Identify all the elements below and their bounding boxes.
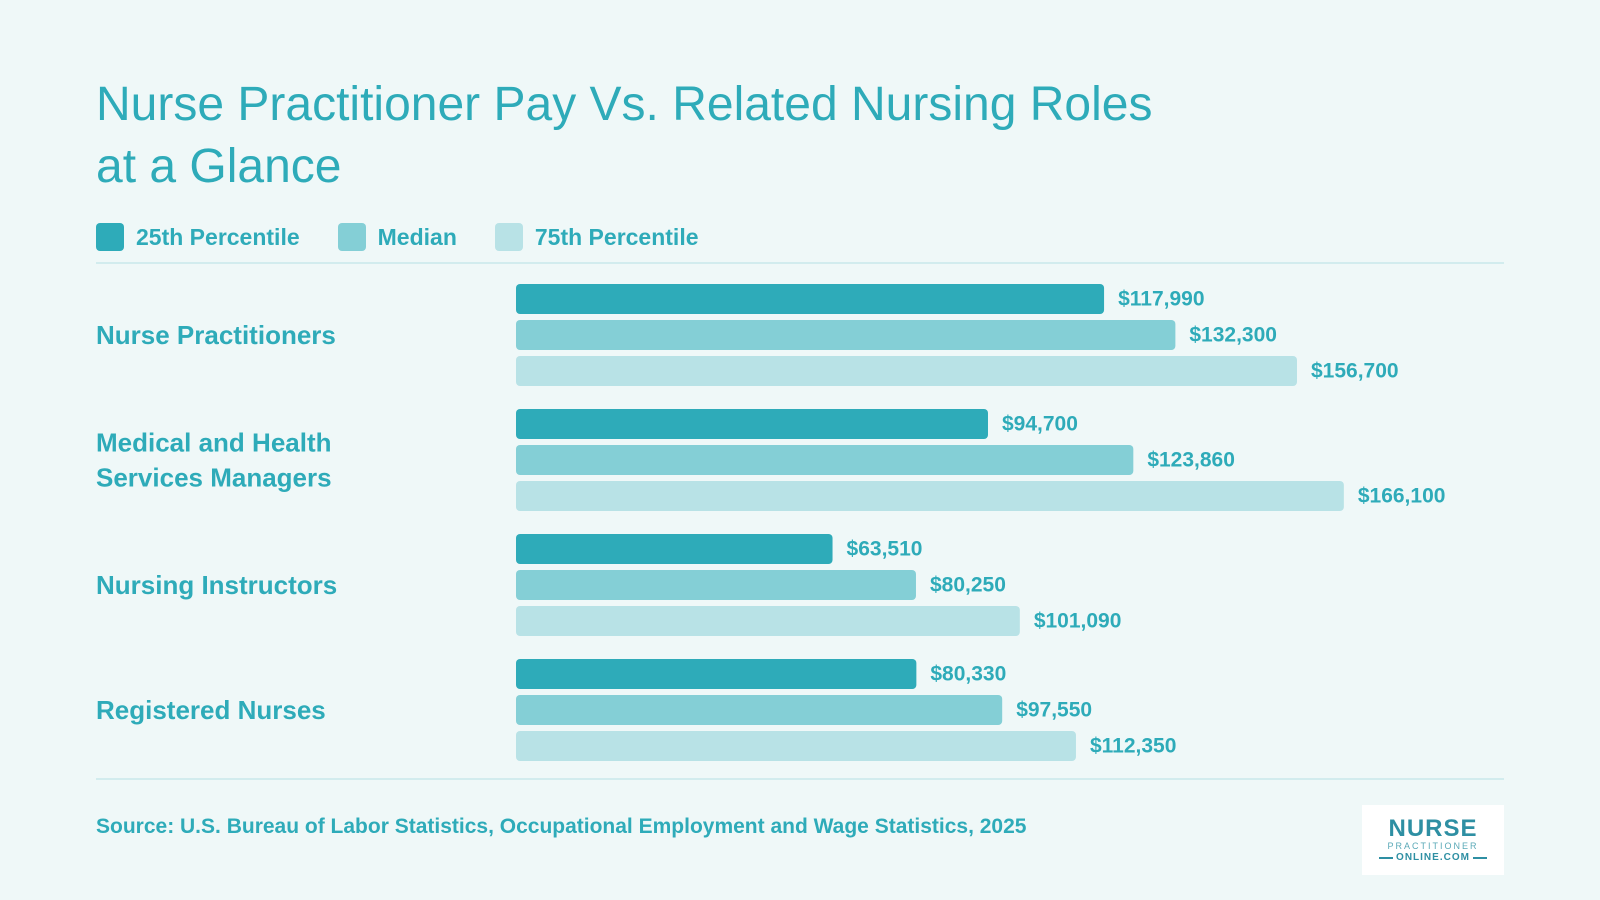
value-label-nurse-practitioners-75th-percentile: $156,700 [1311, 360, 1399, 383]
logo-text-online: ONLINE.COM [1376, 852, 1490, 864]
legend-item-25th-percentile: 25th Percentile [96, 223, 300, 251]
logo-dash-left [1379, 856, 1394, 859]
value-label-medical-and-health-services-managers-25th-percentile: $94,700 [1002, 413, 1078, 436]
value-label-nursing-instructors-25th-percentile: $63,510 [847, 538, 923, 561]
value-label-nurse-practitioners-median: $132,300 [1189, 324, 1277, 347]
value-label-medical-and-health-services-managers-median: $123,860 [1147, 449, 1235, 472]
bar-registered-nurses-median [516, 695, 1003, 725]
bar-nursing-instructors-median [516, 570, 916, 600]
bar-nurse-practitioners-median [516, 320, 1176, 350]
bar-nursing-instructors-25th-percentile [516, 534, 833, 564]
category-label-line-nursing-instructors-1: Nursing Instructors [96, 570, 337, 600]
legend-item-median: Median [337, 223, 457, 251]
value-label-nursing-instructors-75th-percentile: $101,090 [1034, 610, 1122, 633]
category-label-registered-nurses: Registered Nurses [96, 695, 326, 725]
bar-nurse-practitioners-75th-percentile [516, 356, 1297, 386]
bar-medical-and-health-services-managers-25th-percentile [516, 409, 988, 439]
category-label-nurse-practitioners: Nurse Practitioners [96, 320, 336, 350]
chart-title-line-1: Nurse Practitioner Pay Vs. Related Nursi… [96, 78, 1153, 131]
value-label-registered-nurses-median: $97,550 [1016, 699, 1092, 722]
category-label-nursing-instructors: Nursing Instructors [96, 570, 337, 600]
bar-nurse-practitioners-25th-percentile [516, 284, 1105, 314]
logo-text-online-com: ONLINE.COM [1396, 851, 1470, 863]
value-label-medical-and-health-services-managers-75th-percentile: $166,100 [1358, 485, 1446, 508]
bar-medical-and-health-services-managers-median [516, 445, 1134, 475]
value-label-nurse-practitioners-25th-percentile: $117,990 [1118, 288, 1204, 311]
value-label-nursing-instructors-median: $80,250 [930, 574, 1006, 597]
source-note: Source: U.S. Bureau of Labor Statistics,… [96, 815, 1027, 838]
category-label-line-medical-and-health-services-managers-2: Services Managers [96, 463, 332, 493]
legend-label-median: Median [377, 223, 457, 250]
category-label-medical-and-health-services-managers: Medical and Health Services Managers [96, 428, 332, 493]
chart-title-line-2: at a Glance [96, 140, 342, 193]
legend-swatch-median [337, 223, 366, 251]
bar-nursing-instructors-75th-percentile [516, 606, 1020, 636]
value-label-registered-nurses-25th-percentile: $80,330 [930, 663, 1006, 686]
legend-label-75th-percentile: 75th Percentile [534, 223, 699, 250]
chart-title: Nurse Practitioner Pay Vs. Related Nursi… [96, 74, 1396, 198]
bar-registered-nurses-25th-percentile [516, 659, 917, 689]
value-label-registered-nurses-75th-percentile: $112,350 [1090, 735, 1176, 758]
top-divider [96, 262, 1504, 264]
logo-text-nurse: NURSE [1388, 814, 1478, 842]
legend-swatch-75th-percentile [494, 223, 523, 251]
chart-legend: 25th Percentile Median 75th Percentile [96, 222, 737, 252]
bar-medical-and-health-services-managers-75th-percentile [516, 481, 1344, 511]
category-label-line-nurse-practitioners-1: Nurse Practitioners [96, 320, 336, 350]
bottom-divider [96, 778, 1504, 780]
logo-dash-right [1472, 856, 1487, 859]
legend-swatch-25th-percentile [96, 223, 124, 251]
legend-item-75th-percentile: 75th Percentile [494, 223, 699, 251]
bar-registered-nurses-75th-percentile [516, 731, 1076, 761]
category-label-line-registered-nurses-1: Registered Nurses [96, 695, 326, 725]
legend-label-25th-percentile: 25th Percentile [136, 223, 300, 250]
logo-text-practitioner: PRACTITIONER [1387, 840, 1479, 851]
brand-logo: NURSE PRACTITIONER ONLINE.COM [1362, 805, 1504, 875]
category-label-line-medical-and-health-services-managers-1: Medical and Health [96, 428, 332, 458]
